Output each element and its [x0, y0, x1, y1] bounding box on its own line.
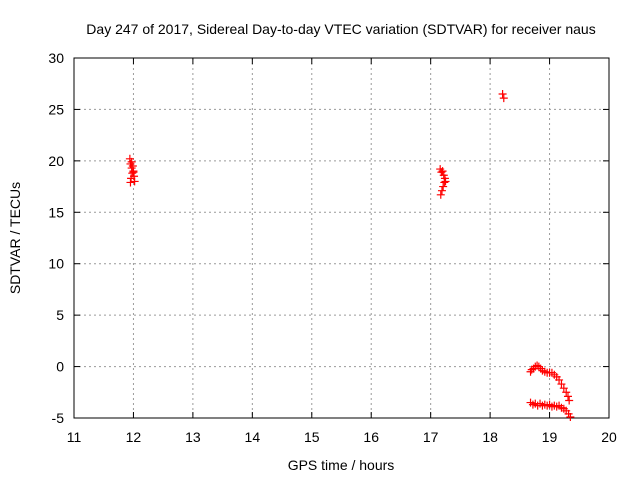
y-tick-label: -5: [52, 410, 65, 426]
data-point: [129, 168, 138, 177]
data-point: [557, 380, 566, 389]
y-tick-label: 0: [56, 359, 64, 375]
x-axis-label: GPS time / hours: [288, 457, 395, 473]
x-tick-label: 11: [67, 429, 82, 445]
x-tick-label: 19: [542, 429, 558, 445]
data-point: [127, 157, 136, 166]
y-tick-label: 10: [48, 256, 64, 272]
x-tick-label: 15: [304, 429, 320, 445]
data-point: [499, 94, 508, 103]
data-point: [555, 375, 564, 384]
chart-title: Day 247 of 2017, Sidereal Day-to-day VTE…: [86, 21, 595, 37]
data-point: [440, 178, 449, 187]
x-tick-label: 13: [185, 429, 201, 445]
data-point: [563, 392, 572, 401]
y-tick-label: 30: [48, 50, 64, 66]
y-tick-label: 20: [48, 153, 64, 169]
plot-frame: [73, 57, 610, 419]
data-points: [125, 90, 575, 421]
data-point: [441, 177, 450, 186]
x-tick-label: 12: [126, 429, 142, 445]
x-tick-label: 17: [423, 429, 439, 445]
x-tick-label: 18: [482, 429, 498, 445]
y-tick-label: 15: [48, 204, 64, 220]
data-point: [437, 186, 446, 195]
x-tick-label: 16: [363, 429, 379, 445]
data-point: [126, 178, 135, 187]
data-point: [562, 388, 571, 397]
data-point: [536, 364, 545, 373]
y-tick-label: 5: [56, 307, 64, 323]
data-point: [559, 384, 568, 393]
x-tick-label: 14: [245, 429, 261, 445]
data-point: [130, 177, 139, 186]
data-point: [439, 182, 448, 191]
grid: [74, 58, 609, 418]
y-tick-label: 25: [48, 101, 64, 117]
data-point: [565, 396, 574, 405]
data-point: [436, 190, 445, 199]
data-point: [534, 362, 543, 371]
data-point: [438, 167, 447, 176]
x-tick-label: 20: [601, 429, 617, 445]
y-axis-label: SDTVAR / TECUs: [7, 182, 23, 294]
data-point: [498, 90, 507, 98]
data-point: [566, 412, 575, 421]
ticks: 11 12 13 14 15 16 17 18 19 20 -5 0 5 10 15 20 25 30: [48, 50, 617, 445]
